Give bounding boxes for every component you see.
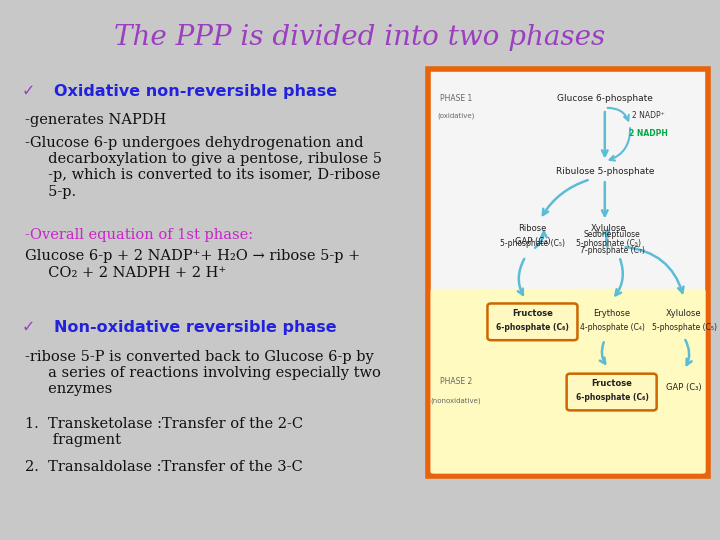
Text: Non-oxidative reversible phase: Non-oxidative reversible phase [54, 320, 337, 335]
Text: Sedoheptulose: Sedoheptulose [584, 231, 640, 239]
Text: Ribose: Ribose [518, 225, 547, 233]
Text: (nonoxidative): (nonoxidative) [431, 397, 481, 404]
Text: Ribulose 5-phosphate: Ribulose 5-phosphate [556, 167, 654, 176]
Text: The PPP is divided into two phases: The PPP is divided into two phases [114, 24, 606, 51]
Text: Fructose: Fructose [513, 309, 553, 318]
Text: 2 NADPH: 2 NADPH [629, 129, 667, 138]
Text: 2 NADP⁺: 2 NADP⁺ [631, 111, 665, 120]
Text: Oxidative non-reversible phase: Oxidative non-reversible phase [54, 84, 337, 99]
Text: GAP (C₃): GAP (C₃) [666, 383, 702, 391]
Text: 4-phosphate (C₄): 4-phosphate (C₄) [580, 323, 644, 332]
Text: ✓: ✓ [22, 320, 35, 335]
Text: -generates NAPDH: -generates NAPDH [25, 113, 166, 127]
Text: -Glucose 6-p undergoes dehydrogenation and
     decarboxylation to give a pentos: -Glucose 6-p undergoes dehydrogenation a… [25, 136, 382, 199]
Text: -ribose 5-P is converted back to Glucose 6-p by
     a series of reactions invol: -ribose 5-P is converted back to Glucose… [25, 350, 381, 396]
Text: 5-phosphate (C₅): 5-phosphate (C₅) [576, 239, 641, 247]
Text: Glucose 6-p + 2 NADP⁺+ H₂O → ribose 5-p +
     CO₂ + 2 NADPH + 2 H⁺: Glucose 6-p + 2 NADP⁺+ H₂O → ribose 5-p … [25, 249, 361, 280]
Text: 5-phosphate (C₅): 5-phosphate (C₅) [500, 239, 565, 247]
Text: Glucose 6-phosphate: Glucose 6-phosphate [557, 94, 653, 103]
Text: (oxidative): (oxidative) [437, 113, 474, 119]
Text: 5-phosphate (C₅): 5-phosphate (C₅) [652, 323, 716, 332]
FancyBboxPatch shape [428, 69, 708, 476]
Text: ✓: ✓ [22, 84, 35, 99]
Text: 6-phosphate (C₆): 6-phosphate (C₆) [496, 323, 570, 332]
Text: PHASE 1: PHASE 1 [440, 94, 472, 103]
FancyBboxPatch shape [567, 374, 657, 410]
FancyBboxPatch shape [431, 289, 706, 474]
Text: 6-phosphate (C₆): 6-phosphate (C₆) [575, 394, 649, 402]
Text: 1.  Transketolase :Transfer of the 2‑C
      fragment: 1. Transketolase :Transfer of the 2‑C fr… [25, 417, 303, 447]
Text: GAP (C₃): GAP (C₃) [515, 237, 551, 246]
Text: Fructose: Fructose [592, 379, 632, 388]
Text: 7-phosphate (C₇): 7-phosphate (C₇) [580, 246, 644, 254]
Text: Erythose: Erythose [593, 309, 631, 318]
Text: Xylulose: Xylulose [590, 225, 626, 233]
Text: Xylulose: Xylulose [666, 309, 702, 318]
FancyBboxPatch shape [487, 303, 577, 340]
Text: -Overall equation of 1st phase:: -Overall equation of 1st phase: [25, 228, 253, 242]
Text: PHASE 2: PHASE 2 [440, 377, 472, 386]
Text: 2.  Transaldolase :Transfer of the 3‑C: 2. Transaldolase :Transfer of the 3‑C [25, 460, 303, 474]
